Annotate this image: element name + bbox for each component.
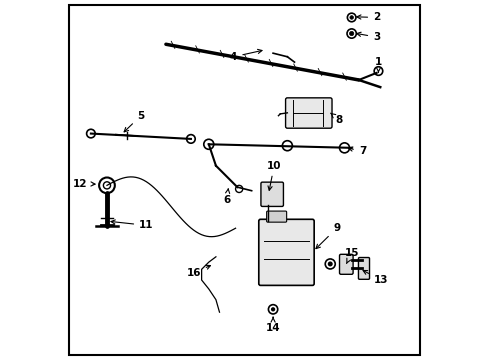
- Text: 3: 3: [356, 32, 380, 42]
- Text: 16: 16: [186, 265, 210, 278]
- FancyBboxPatch shape: [358, 257, 369, 279]
- Circle shape: [349, 16, 353, 19]
- Text: 11: 11: [111, 220, 153, 230]
- FancyBboxPatch shape: [261, 182, 283, 206]
- FancyBboxPatch shape: [266, 211, 286, 222]
- Text: 15: 15: [344, 248, 358, 264]
- Text: 4: 4: [229, 49, 262, 62]
- Text: 9: 9: [315, 223, 340, 249]
- Text: 7: 7: [348, 147, 366, 157]
- FancyBboxPatch shape: [285, 98, 331, 128]
- Text: 13: 13: [362, 270, 387, 285]
- Text: 5: 5: [124, 111, 144, 132]
- Text: 12: 12: [73, 179, 95, 189]
- Circle shape: [349, 31, 353, 36]
- Circle shape: [327, 261, 332, 266]
- Text: 8: 8: [330, 113, 342, 125]
- FancyBboxPatch shape: [258, 219, 313, 285]
- Text: 6: 6: [223, 189, 230, 204]
- Text: 2: 2: [356, 13, 380, 22]
- Text: 1: 1: [374, 57, 381, 73]
- FancyBboxPatch shape: [339, 254, 352, 274]
- Text: 14: 14: [265, 317, 280, 333]
- Circle shape: [270, 307, 275, 311]
- Text: 10: 10: [266, 161, 281, 190]
